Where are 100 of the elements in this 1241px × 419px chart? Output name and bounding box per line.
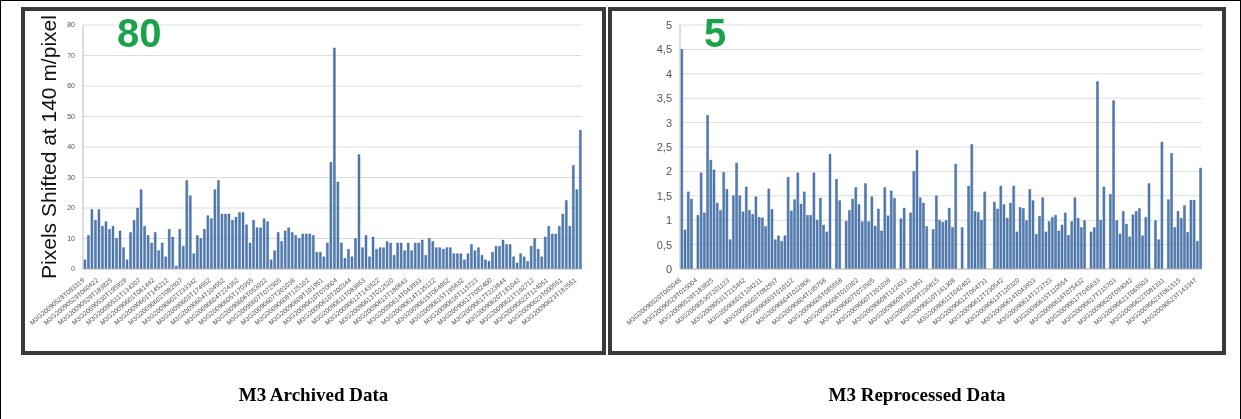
y-tick-label: 3 (665, 116, 672, 129)
bar (118, 230, 122, 269)
bar (1138, 208, 1141, 269)
bar (501, 239, 505, 269)
bar (97, 209, 101, 269)
bar (357, 154, 361, 269)
bar (139, 189, 143, 269)
bar (494, 245, 498, 269)
bar (1170, 153, 1173, 269)
bar (941, 221, 945, 269)
bar (754, 196, 758, 269)
y-tick-label: 4,5 (656, 43, 672, 56)
bar (1147, 183, 1151, 269)
bar (1160, 141, 1164, 269)
bar (803, 191, 806, 269)
bar (1183, 205, 1186, 269)
y-tick-label: 0 (665, 262, 672, 275)
text: M3 Archived Data (237, 384, 390, 406)
bar (224, 213, 227, 269)
bar (217, 180, 220, 269)
bar (160, 242, 164, 269)
bar (777, 235, 780, 269)
bar (983, 191, 986, 269)
bar (456, 253, 459, 269)
bar (1064, 212, 1067, 269)
bar (241, 212, 245, 269)
bar (90, 209, 94, 269)
bar (470, 244, 473, 269)
bar (522, 256, 526, 269)
bar (1154, 220, 1157, 269)
bar (767, 188, 771, 269)
bar (706, 115, 709, 269)
bar (178, 229, 181, 269)
bar (484, 259, 487, 269)
bar (1112, 100, 1115, 269)
y-tick-label: 1 (665, 214, 672, 227)
bar (745, 186, 748, 269)
bar (364, 235, 368, 269)
bar (572, 165, 575, 269)
bar (347, 248, 350, 269)
y-axis-title: Pixels Shifted at 140 m/pixel (37, 15, 61, 279)
bar (442, 248, 445, 269)
bar (977, 212, 980, 269)
bar (283, 230, 287, 269)
bar (266, 221, 269, 269)
bar (111, 226, 115, 269)
bar (579, 130, 582, 269)
bar (477, 247, 480, 269)
bar (378, 247, 382, 269)
bar (185, 180, 188, 269)
bar (915, 150, 919, 269)
bar (396, 242, 399, 269)
bar (999, 185, 1003, 269)
annotation: 5 (704, 11, 727, 55)
bar (234, 216, 238, 269)
bar (1192, 199, 1196, 269)
bar (877, 208, 880, 269)
bar (1096, 81, 1099, 269)
bar (828, 154, 832, 269)
bar (547, 226, 550, 269)
bar (1041, 197, 1044, 269)
bar (104, 221, 108, 269)
bar (722, 172, 725, 269)
bar (954, 163, 957, 269)
bar (252, 220, 255, 269)
bar (1189, 199, 1193, 269)
bar (1028, 189, 1032, 269)
bar (406, 242, 410, 269)
bar (786, 177, 790, 269)
y-tick-label: 1,5 (656, 189, 672, 202)
bar (761, 217, 764, 269)
bar (153, 232, 157, 269)
bar (333, 47, 336, 269)
bar (449, 247, 452, 269)
bar (1083, 220, 1086, 269)
bar (508, 244, 512, 269)
y-tick-label: 2,5 (656, 140, 672, 153)
bar (993, 201, 996, 269)
bar (1199, 167, 1202, 269)
bar (533, 238, 536, 269)
bar (519, 253, 522, 269)
bar (835, 179, 838, 269)
bar (385, 241, 389, 269)
bar (902, 207, 906, 269)
bar (565, 200, 568, 269)
bar (870, 196, 874, 269)
bar (262, 218, 266, 269)
bar (687, 191, 690, 269)
bar (399, 242, 403, 269)
annotation: 80 (117, 11, 162, 55)
bar (735, 162, 738, 269)
bar (445, 247, 449, 269)
bar (864, 183, 867, 269)
bar (196, 235, 199, 269)
bar (1012, 185, 1015, 269)
bar (389, 242, 392, 269)
bar (1073, 197, 1077, 269)
bar (1047, 221, 1051, 269)
bar (238, 212, 241, 269)
bar (319, 252, 322, 269)
